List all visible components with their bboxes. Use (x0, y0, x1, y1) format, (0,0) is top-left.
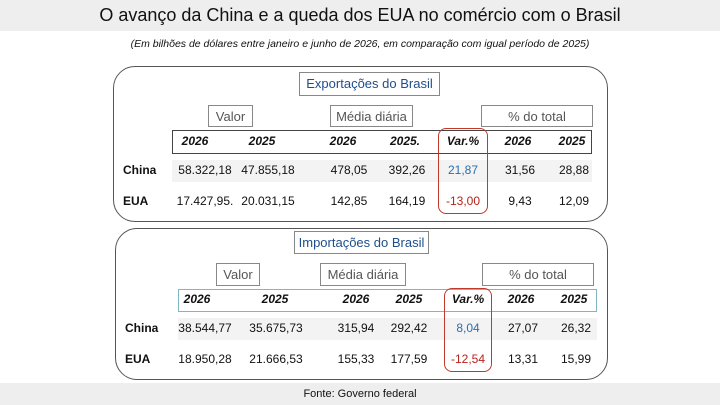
cell: 292,42 (390, 321, 428, 335)
cell: 12,09 (558, 194, 590, 208)
panel-title: Importações do Brasil (294, 231, 429, 254)
cell: 17.427,95. (176, 194, 234, 208)
column-header: 2026 (504, 134, 532, 148)
row-shade (178, 318, 597, 340)
column-header: 2025 (558, 134, 586, 148)
group-header: Valor (216, 263, 260, 286)
column-header: 2025 (261, 292, 289, 306)
column-header: 2025. (389, 134, 421, 148)
column-header: Var.% (451, 292, 485, 306)
cell: 315,94 (337, 321, 375, 335)
cell: 9,43 (508, 194, 532, 208)
cell: 15,99 (560, 352, 592, 366)
cell: 21,87 (447, 163, 479, 177)
group-header: Média diária (330, 105, 413, 127)
column-header: 2026 (507, 292, 535, 306)
column-header: 2026 (342, 292, 370, 306)
panel (115, 228, 608, 380)
header-row (172, 130, 592, 154)
cell: 164,19 (388, 194, 426, 208)
row-label: China (125, 321, 159, 335)
cell: -12,54 (450, 352, 486, 366)
group-header: Média diária (320, 263, 406, 286)
column-header: 2026 (181, 134, 209, 148)
row-label: EUA (125, 352, 151, 366)
title: O avanço da China e a queda dos EUA no c… (0, 0, 720, 31)
cell: 392,26 (388, 163, 426, 177)
cell: -13,00 (445, 194, 481, 208)
highlight-box (438, 128, 488, 214)
source: Fonte: Governo federal (0, 383, 720, 405)
panel (113, 66, 608, 222)
header-row (178, 289, 597, 312)
group-header: % do total (482, 263, 594, 286)
highlight-box (444, 288, 492, 372)
cell: 21.666,53 (249, 352, 303, 366)
column-header: Var.% (446, 134, 480, 148)
cell: 20.031,15 (241, 194, 295, 208)
panel-title: Exportações do Brasil (299, 72, 440, 96)
cell: 38.544,77 (178, 321, 232, 335)
cell: 8,04 (456, 321, 480, 335)
column-header: 2025 (248, 134, 276, 148)
cell: 13,31 (507, 352, 539, 366)
cell: 26,32 (560, 321, 592, 335)
column-header: 2025 (395, 292, 423, 306)
cell: 58.322,18 (178, 163, 232, 177)
cell: 177,59 (390, 352, 428, 366)
column-header: 2026 (183, 292, 211, 306)
cell: 27,07 (507, 321, 539, 335)
group-header: % do total (481, 105, 593, 127)
subtitle: (Em bilhões de dólares entre janeiro e j… (130, 38, 590, 50)
column-header: 2026 (329, 134, 357, 148)
cell: 31,56 (504, 163, 536, 177)
cell: 18.950,28 (178, 352, 232, 366)
cell: 478,05 (330, 163, 368, 177)
group-header: Valor (208, 105, 253, 127)
row-label: EUA (123, 194, 149, 208)
cell: 35.675,73 (249, 321, 303, 335)
cell: 155,33 (337, 352, 375, 366)
row-label: China (123, 163, 157, 177)
cell: 28,88 (558, 163, 590, 177)
cell: 142,85 (330, 194, 368, 208)
column-header: 2025 (560, 292, 588, 306)
cell: 47.855,18 (241, 163, 295, 177)
